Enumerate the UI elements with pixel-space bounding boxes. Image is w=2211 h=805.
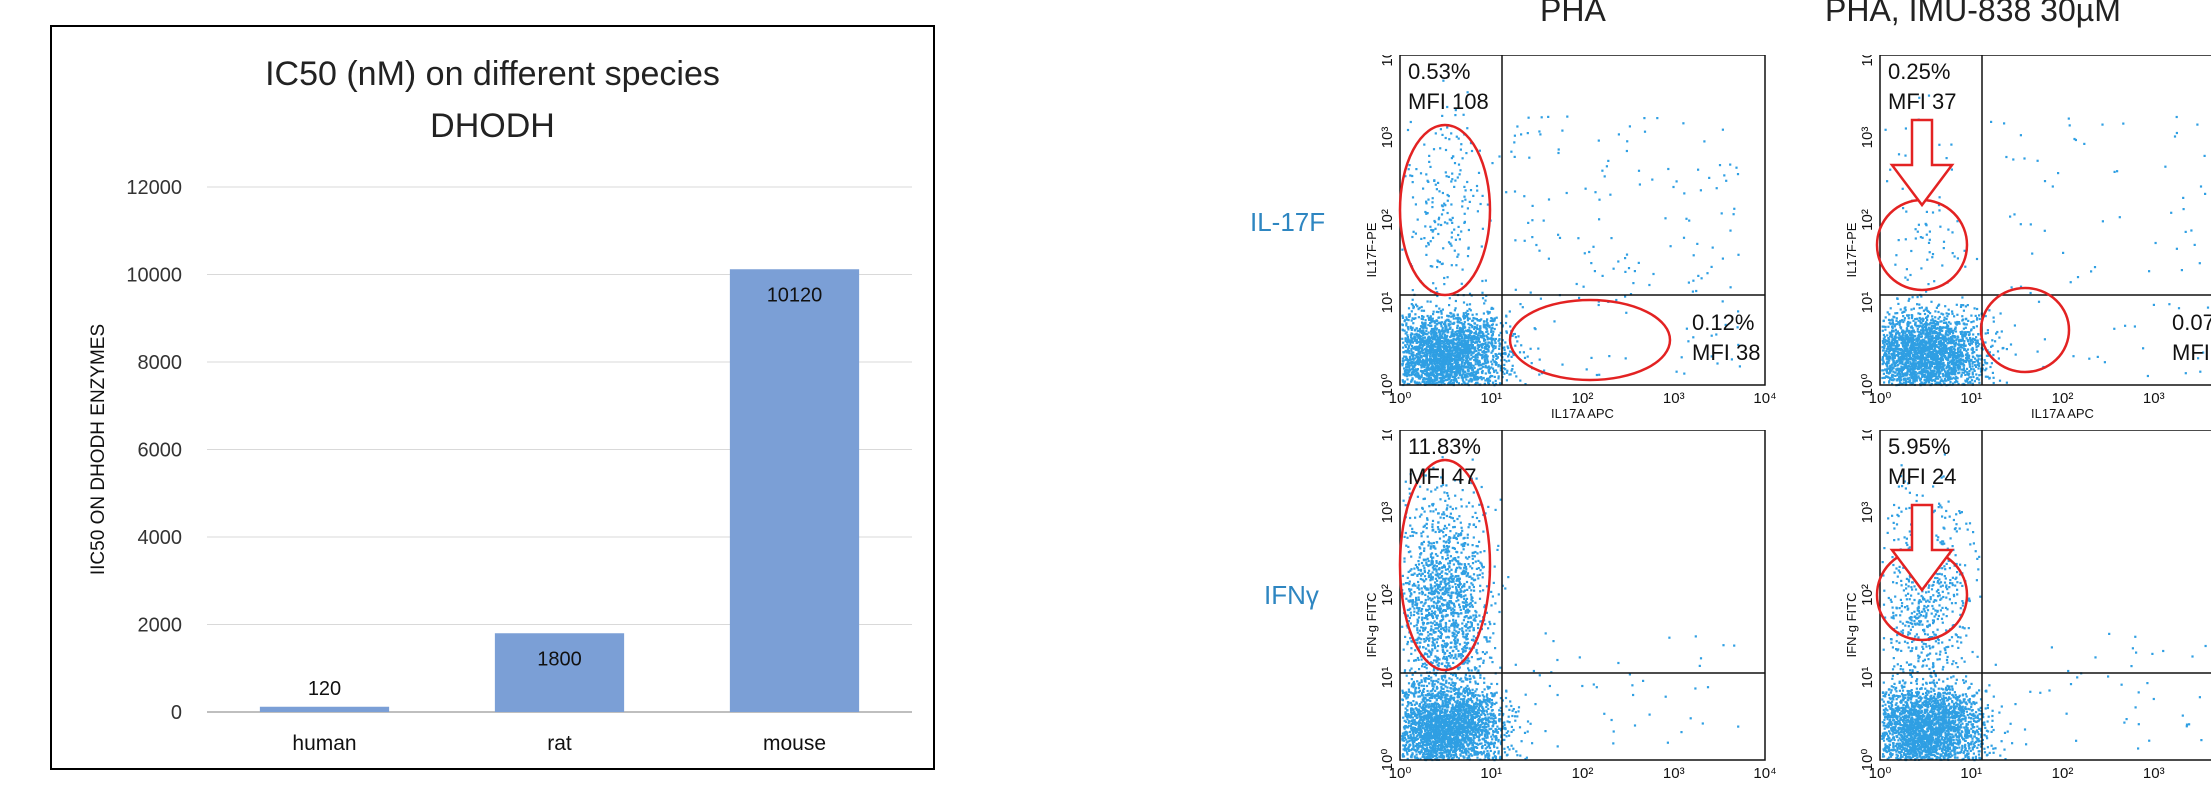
scatter-panel-2: 10⁰10⁰10¹10¹10²10²10³10³10⁴10⁴IL17F-PEIL… xyxy=(1820,55,2211,425)
y-axis-title: IL17F-PE xyxy=(1364,222,1379,277)
x-tick-label: 10⁴ xyxy=(1753,765,1776,782)
y-axis-title: IFN-g FITC xyxy=(1364,593,1379,658)
gate-percent: 0.53% xyxy=(1408,59,1470,84)
x-tick-label: 10³ xyxy=(1663,765,1685,782)
bar-human xyxy=(260,707,389,712)
x-tick-label: 10¹ xyxy=(1960,390,1982,407)
y-tick-label: 10⁴ xyxy=(1379,430,1396,442)
y-tick-label: 10³ xyxy=(1859,502,1876,524)
x-axis-title: IL17A APC xyxy=(1551,406,1614,421)
y-tick-label: 10⁴ xyxy=(1859,55,1876,67)
gate-mfi-lower-right: MFI 38 xyxy=(1692,340,1760,365)
x-tick-label-mouse: mouse xyxy=(763,732,826,755)
arrow-icon xyxy=(1892,120,1952,205)
column-header-imu838: PHA, IMU-838 30µM xyxy=(1825,0,2121,29)
y-axis-label: IIC50 ON DHODH ENZYMES xyxy=(88,324,109,575)
x-tick-label-human: human xyxy=(292,732,356,755)
y-tick-label: 10² xyxy=(1379,584,1396,606)
y-tick-label: 10² xyxy=(1859,209,1876,231)
y-tick-label: 10¹ xyxy=(1379,292,1396,314)
y-tick-label: 2000 xyxy=(138,615,183,637)
y-tick-label: 10² xyxy=(1379,209,1396,231)
gate-mfi-lower-right: MFI xyxy=(2172,340,2210,365)
y-tick-label: 10000 xyxy=(126,265,182,287)
data-label-rat: 1800 xyxy=(537,648,582,670)
x-tick-label-rat: rat xyxy=(547,732,572,755)
x-tick-label: 10³ xyxy=(1663,390,1685,407)
flow-cytometry-panel: PHA PHA, IMU-838 30µM IL-17F IFNγ 10⁰ 10⁰… xyxy=(1230,0,2211,785)
gate-ellipse xyxy=(1510,300,1670,380)
x-tick-label: 10⁴ xyxy=(1753,390,1776,407)
scatter-svg: 10⁰10⁰10¹10¹10²10²10³10³10⁴10⁴IL17F-PEIL… xyxy=(1820,55,2211,425)
data-label-human: 120 xyxy=(308,678,341,700)
gate-percent-lower-right: 0.12% xyxy=(1692,310,1754,335)
y-tick-label: 10⁴ xyxy=(1379,55,1396,67)
bar-mouse xyxy=(730,269,859,712)
gate-ellipse xyxy=(1981,288,2069,372)
y-axis-title: IL17F-PE xyxy=(1844,222,1859,277)
x-tick-label: 10³ xyxy=(2143,390,2165,407)
gate-ellipse xyxy=(1877,200,1967,290)
y-tick-label: 10³ xyxy=(1379,127,1396,149)
x-axis-title: IL17A APC xyxy=(2031,406,2094,421)
y-tick-label: 10⁴ xyxy=(1859,430,1876,442)
y-tick-label: 10⁰ xyxy=(1859,749,1876,772)
gate-mfi: MFI 24 xyxy=(1888,464,1956,489)
y-axis-title: IFN-g FITC xyxy=(1844,593,1859,658)
x-tick-label: 10¹ xyxy=(1480,765,1502,782)
x-tick-label: 10² xyxy=(2052,765,2074,782)
x-tick-label: 10² xyxy=(1572,390,1594,407)
y-tick-label: 10³ xyxy=(1379,502,1396,524)
x-tick-label: 10² xyxy=(2052,390,2074,407)
y-tick-label: 10⁰ xyxy=(1379,374,1396,397)
gate-percent: 0.25% xyxy=(1888,59,1950,84)
row-label-ifng: IFNγ xyxy=(1264,580,1319,611)
y-tick-label: 10⁰ xyxy=(1859,374,1876,397)
y-tick-label: 4000 xyxy=(138,527,183,549)
y-tick-label: 10³ xyxy=(1859,127,1876,149)
y-tick-label: 10¹ xyxy=(1859,292,1876,314)
y-tick-label: 10⁰ xyxy=(1379,749,1396,772)
bar-rat xyxy=(495,633,624,712)
event-dots xyxy=(1401,456,1739,761)
y-tick-label: 12000 xyxy=(126,177,182,199)
x-tick-label: 10³ xyxy=(2143,765,2165,782)
row-label-il17f: IL-17F xyxy=(1250,207,1325,238)
gate-percent-lower-right: 0.07% xyxy=(2172,310,2211,335)
y-tick-label: 10¹ xyxy=(1379,667,1396,689)
y-tick-label: 6000 xyxy=(138,440,183,462)
event-dots xyxy=(1881,453,2207,761)
data-label-mouse: 10120 xyxy=(767,284,823,306)
gate-percent: 11.83% xyxy=(1408,434,1481,459)
bar-chart-svg: 0 2000 4000 6000 8000 10000 12000 120 human 1800 r… xyxy=(52,27,933,768)
y-tick-label: 10² xyxy=(1859,584,1876,606)
gate-mfi: MFI 108 xyxy=(1408,89,1489,114)
gate-percent: 5.95% xyxy=(1888,434,1950,459)
gate-mfi: MFI 47 xyxy=(1408,464,1476,489)
gate-mfi: MFI 37 xyxy=(1888,89,1956,114)
x-tick-label: 10¹ xyxy=(1480,390,1502,407)
y-tick-label: 10¹ xyxy=(1859,667,1876,689)
arrow-icon xyxy=(1892,505,1952,590)
y-tick-label: 8000 xyxy=(138,352,183,374)
column-header-pha: PHA xyxy=(1540,0,1606,29)
y-tick-label: 0 xyxy=(171,702,182,724)
x-tick-label: 10² xyxy=(1572,765,1594,782)
scatter-svg: 10⁰10⁰10¹10¹10²10²10³10³10⁴10⁴IL17F-PEIL… xyxy=(1340,55,1785,425)
x-tick-label: 10¹ xyxy=(1960,765,1982,782)
